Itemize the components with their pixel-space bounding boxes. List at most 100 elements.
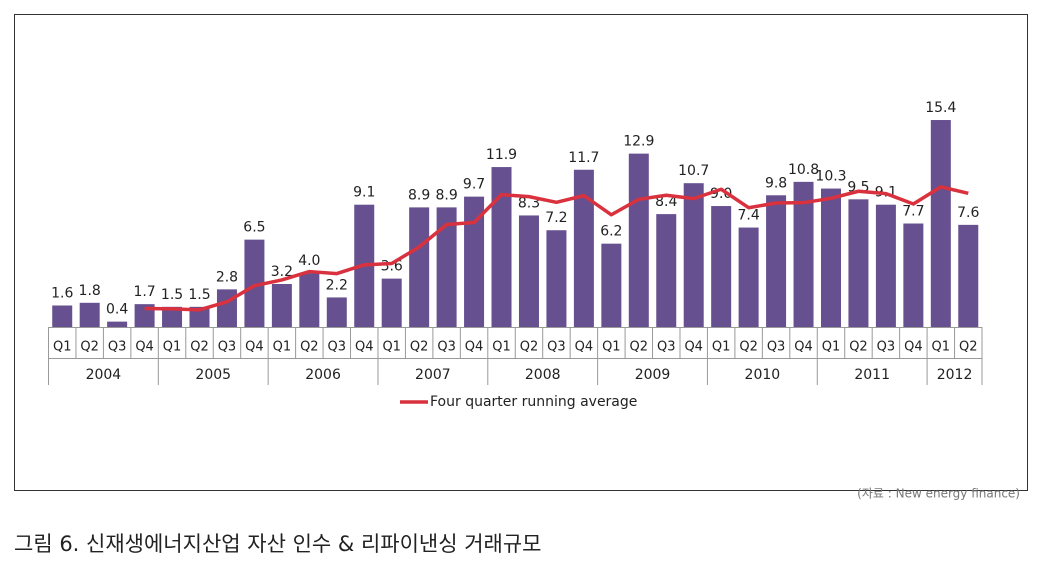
data-label: 6.5: [243, 220, 265, 236]
data-label: 1.8: [79, 283, 101, 299]
bar: [738, 227, 759, 327]
data-label: 11.9: [486, 147, 517, 163]
x-tick-label: Q4: [245, 340, 264, 355]
source: (자료 : New energy finance): [857, 487, 1020, 501]
x-tick-label: Q4: [794, 340, 813, 355]
bar: [793, 181, 814, 327]
x-tick-label: Q3: [218, 340, 237, 355]
data-label: 15.4: [925, 100, 956, 116]
data-label: 6.2: [600, 224, 622, 240]
data-label: 1.7: [133, 284, 155, 300]
x-tick-label: Q1: [382, 340, 401, 355]
year-label: 2008: [525, 367, 561, 383]
x-tick-label: Q2: [630, 340, 649, 355]
bar: [518, 215, 539, 327]
x-tick-label: Q1: [932, 340, 951, 355]
x-tick-label: Q4: [135, 340, 154, 355]
x-tick-label: Q4: [575, 340, 594, 355]
bar: [711, 206, 732, 327]
x-tick-label: Q3: [767, 340, 786, 355]
caption: 그림 6. 신재생에너지산업 자산 인수 & 리파이낸싱 거래규모: [14, 532, 542, 556]
bar: [244, 239, 265, 327]
x-tick-label: Q4: [465, 340, 484, 355]
x-tick-label: Q3: [108, 340, 127, 355]
bar: [464, 196, 485, 327]
x-tick-label: Q3: [328, 340, 347, 355]
x-tick-label: Q4: [355, 340, 374, 355]
year-label: 2010: [745, 367, 781, 383]
bar: [573, 169, 594, 327]
x-tick-label: Q2: [739, 340, 758, 355]
bar: [875, 204, 896, 327]
data-label: 7.7: [902, 204, 924, 220]
x-tick-label: Q4: [684, 340, 703, 355]
x-tick-label: Q1: [163, 340, 182, 355]
x-tick-label: Q2: [849, 340, 868, 355]
x-tick-label: Q2: [300, 340, 319, 355]
x-tick-label: Q2: [190, 340, 209, 355]
data-label: 2.8: [216, 269, 238, 285]
data-label: 8.4: [655, 194, 677, 210]
x-tick-label: Q1: [822, 340, 841, 355]
data-label: 9.7: [463, 177, 485, 193]
year-label: 2005: [195, 367, 231, 383]
x-tick-label: Q4: [904, 340, 923, 355]
x-tick-label: Q1: [712, 340, 731, 355]
bar: [930, 120, 951, 327]
bar: [189, 306, 210, 327]
bar: [79, 302, 100, 327]
data-label: 0.4: [106, 302, 128, 318]
bar: [299, 273, 320, 327]
data-label: 8.9: [408, 187, 430, 203]
bar: [628, 153, 649, 327]
data-label: 7.6: [957, 205, 979, 221]
year-label: 2012: [937, 367, 973, 383]
x-tick-label: Q3: [877, 340, 896, 355]
data-label: 7.4: [737, 208, 759, 224]
data-label: 1.5: [188, 287, 210, 303]
x-tick-label: Q3: [437, 340, 456, 355]
x-tick-label: Q2: [520, 340, 539, 355]
data-label: 9.1: [353, 185, 375, 201]
x-tick-label: Q3: [547, 340, 566, 355]
data-label: 1.6: [51, 285, 73, 301]
bar: [409, 207, 430, 327]
year-label: 2011: [854, 367, 890, 383]
data-label: 10.8: [788, 162, 819, 178]
bar: [820, 188, 841, 327]
year-label: 2007: [415, 367, 451, 383]
bar: [848, 199, 869, 327]
data-label: 11.7: [568, 150, 599, 166]
bar: [436, 207, 457, 327]
bar: [162, 306, 183, 327]
bar: [958, 224, 979, 327]
data-label: 10.7: [678, 163, 709, 179]
bar: [271, 283, 292, 327]
data-label: 8.9: [435, 187, 457, 203]
x-tick-label: Q1: [602, 340, 621, 355]
x-tick-label: Q3: [657, 340, 676, 355]
bar: [601, 243, 622, 327]
x-tick-label: Q2: [410, 340, 429, 355]
data-label: 1.5: [161, 287, 183, 303]
x-tick-label: Q1: [53, 340, 72, 355]
bar: [326, 297, 347, 327]
data-label: 2.2: [326, 277, 348, 293]
data-label: 4.0: [298, 253, 320, 269]
data-label: 3.2: [271, 264, 293, 280]
x-tick-label: Q2: [80, 340, 99, 355]
bar: [903, 223, 924, 327]
data-label: 10.3: [815, 169, 846, 185]
year-label: 2009: [635, 367, 671, 383]
data-label: 9.8: [765, 175, 787, 191]
legend-label: Four quarter running average: [430, 394, 637, 410]
data-label: 3.6: [381, 259, 403, 275]
year-label: 2004: [86, 367, 122, 383]
bar: [52, 305, 73, 327]
bar: [107, 321, 128, 327]
year-label: 2006: [305, 367, 341, 383]
line: [144, 185, 969, 312]
x-tick-label: Q1: [492, 340, 511, 355]
bar: [381, 278, 402, 327]
